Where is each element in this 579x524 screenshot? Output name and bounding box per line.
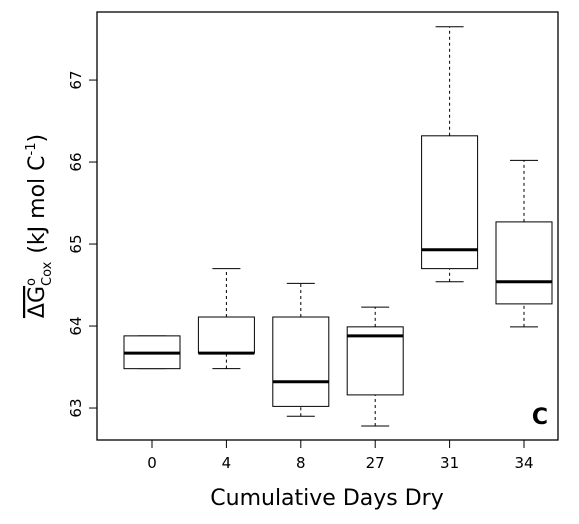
y-label-unit: (kJ mol C: [25, 155, 50, 253]
box: [346, 326, 404, 396]
y-tick-label: 65: [67, 234, 85, 253]
x-tick-label: 27: [366, 454, 385, 472]
x-tick-label: 8: [296, 454, 306, 472]
y-label-unit-sup: -1: [24, 143, 39, 156]
x-tick-label: 34: [514, 454, 533, 472]
y-tick-label: 66: [67, 152, 85, 171]
y-label-sup: o: [24, 278, 39, 286]
x-tick-label: 4: [222, 454, 232, 472]
panel-label: C: [532, 405, 548, 430]
y-tick-label: 67: [67, 71, 85, 90]
plot-frame: [96, 11, 559, 441]
x-tick-label: 31: [440, 454, 459, 472]
y-label-text: ΔGoCox (kJ mol C-1): [24, 134, 55, 318]
y-label-sub: Cox: [40, 261, 55, 286]
y-label-symbol: ΔG: [25, 286, 50, 318]
y-axis-label: ΔGoCox (kJ mol C-1): [24, 134, 55, 318]
y-label-close: ): [25, 134, 50, 143]
box: [197, 316, 255, 354]
x-axis-label: Cumulative Days Dry: [210, 486, 443, 511]
y-tick-label: 64: [67, 316, 85, 335]
y-tick-label: 63: [67, 398, 85, 417]
box: [421, 135, 479, 270]
x-tick-label: 0: [147, 454, 157, 472]
box: [272, 316, 330, 407]
box: [495, 221, 553, 305]
